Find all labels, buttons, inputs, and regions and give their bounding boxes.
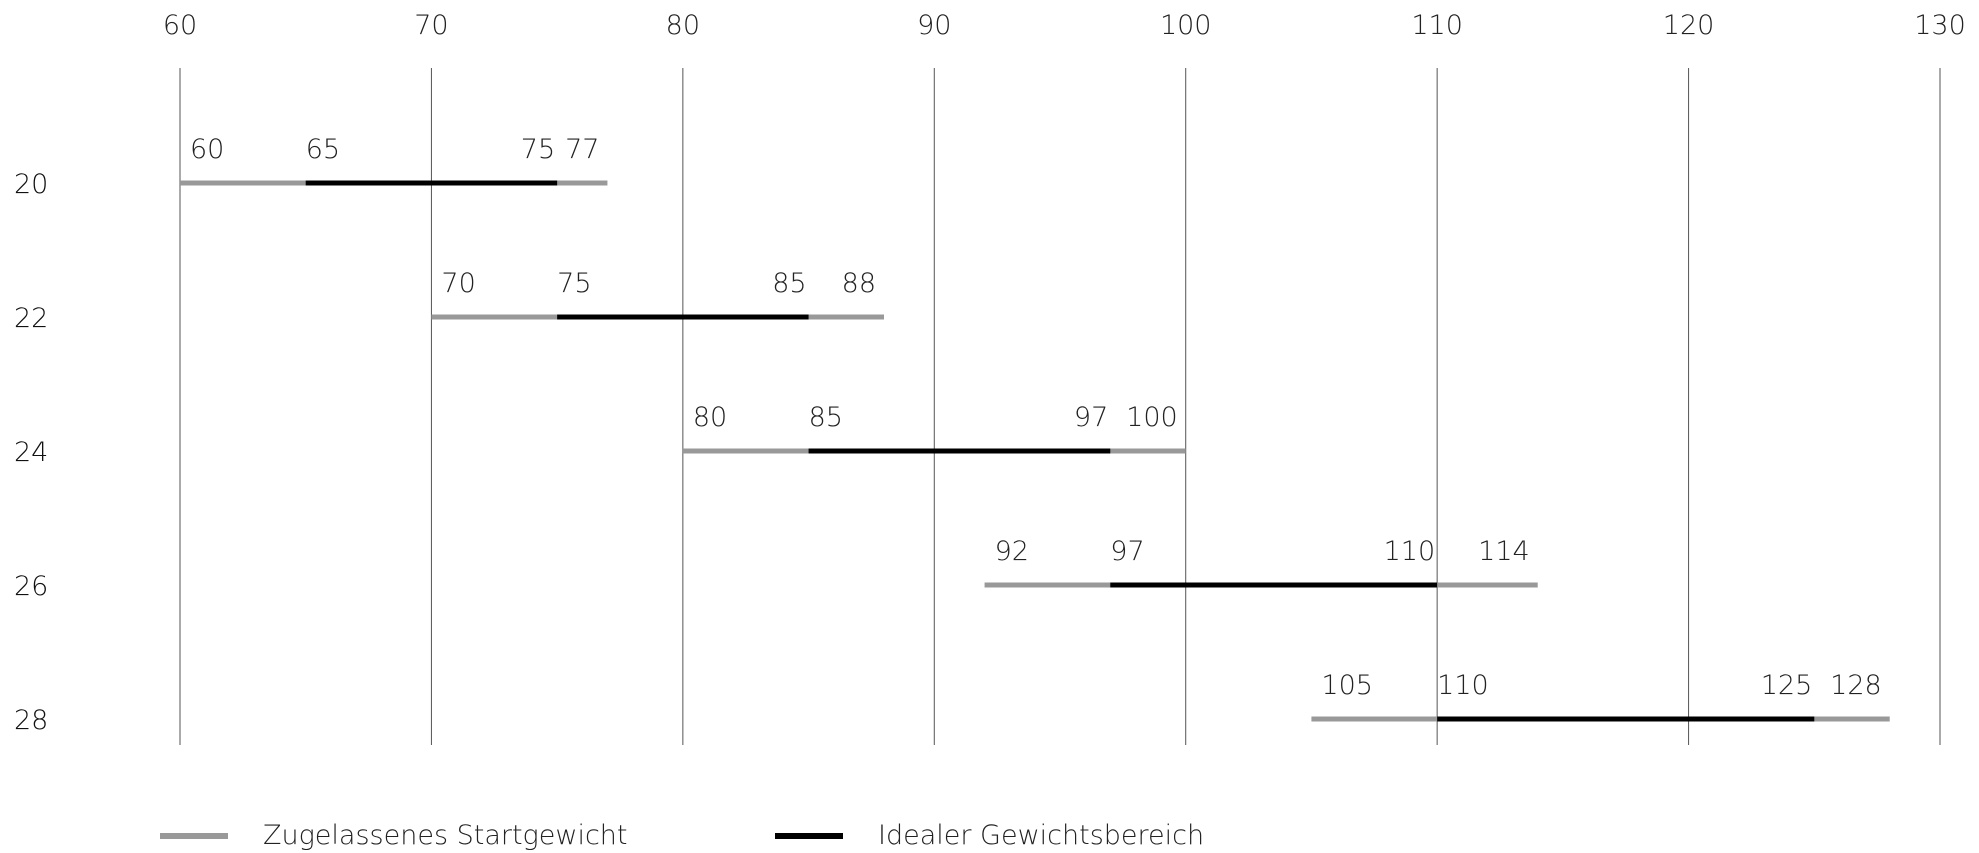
- legend-label-allowed: Zugelassenes Startgewicht: [263, 820, 628, 851]
- ideal-min-label: 97: [1110, 536, 1144, 567]
- row-label: 22: [14, 303, 48, 334]
- ideal-min-label: 65: [306, 134, 340, 165]
- row-label: 24: [14, 437, 48, 468]
- x-tick-label: 130: [1914, 10, 1966, 41]
- ideal-max-label: 125: [1761, 670, 1813, 701]
- legend-swatch-allowed: [160, 832, 228, 839]
- allowed-min-label: 60: [190, 134, 224, 165]
- ideal-min-label: 85: [809, 402, 843, 433]
- allowed-max-label: 100: [1126, 402, 1178, 433]
- row-label: 26: [14, 571, 48, 602]
- row-label: 20: [14, 169, 48, 200]
- x-tick-label: 80: [666, 10, 700, 41]
- allowed-max-label: 114: [1478, 536, 1530, 567]
- allowed-max-label: 77: [565, 134, 599, 165]
- legend-swatch-ideal: [775, 832, 843, 839]
- ideal-max-label: 110: [1384, 536, 1436, 567]
- legend-label-ideal: Idealer Gewichtsbereich: [878, 820, 1205, 851]
- ideal-max-label: 85: [772, 268, 806, 299]
- x-tick-label: 90: [917, 10, 951, 41]
- allowed-min-label: 80: [693, 402, 727, 433]
- ideal-min-label: 75: [557, 268, 591, 299]
- ideal-max-label: 97: [1074, 402, 1108, 433]
- range-chart: 60 70 80 90 100 110 120 130 20 60 65 75 77 22 70 75 85 88…: [14, 10, 1966, 745]
- allowed-min-label: 92: [995, 536, 1029, 567]
- allowed-max-label: 88: [842, 268, 876, 299]
- x-tick-label: 60: [163, 10, 197, 41]
- allowed-min-label: 70: [441, 268, 475, 299]
- legend-item-allowed: Zugelassenes Startgewicht: [160, 820, 628, 851]
- allowed-min-label: 105: [1321, 670, 1373, 701]
- ideal-min-label: 110: [1437, 670, 1489, 701]
- ideal-max-label: 75: [521, 134, 555, 165]
- x-tick-label: 120: [1663, 10, 1715, 41]
- x-tick-label: 110: [1411, 10, 1463, 41]
- row-label: 28: [14, 705, 48, 736]
- allowed-max-label: 128: [1830, 670, 1882, 701]
- x-tick-label: 70: [414, 10, 448, 41]
- legend: Zugelassenes Startgewicht Idealer Gewich…: [0, 820, 1979, 851]
- legend-item-ideal: Idealer Gewichtsbereich: [775, 820, 1204, 851]
- x-tick-label: 100: [1160, 10, 1212, 41]
